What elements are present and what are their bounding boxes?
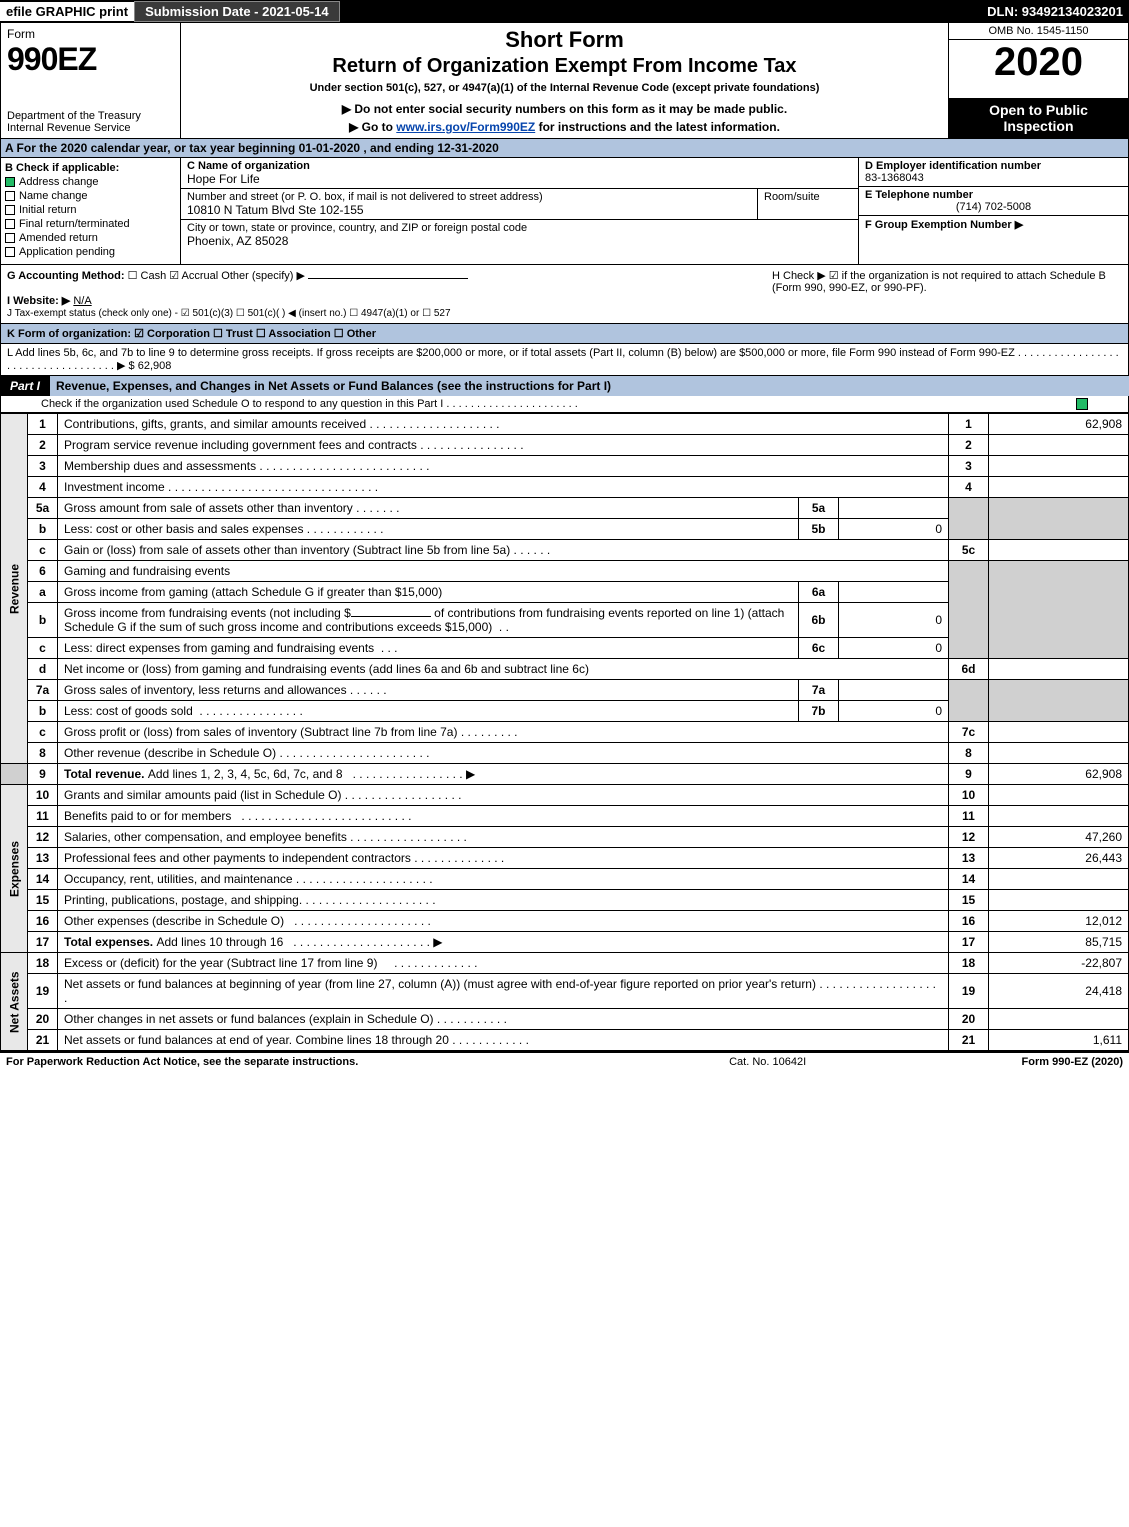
submission-date: Submission Date - 2021-05-14 — [134, 1, 340, 22]
open-to-public: Open to Public Inspection — [949, 98, 1128, 138]
dln-label: DLN: 93492134023201 — [981, 2, 1129, 21]
chk-final-return[interactable] — [5, 219, 15, 229]
d-ein-value: 83-1368043 — [865, 172, 924, 184]
line-13-value: 26,443 — [989, 848, 1129, 869]
tax-year-bar: A For the 2020 calendar year, or tax yea… — [0, 139, 1129, 158]
title-goto: ▶ Go to www.irs.gov/Form990EZ for instru… — [189, 120, 940, 134]
box-c: C Name of organization Hope For Life Num… — [181, 158, 858, 264]
chk-address-change[interactable] — [5, 177, 15, 187]
side-label-revenue: Revenue — [1, 414, 28, 764]
g-accounting-opts: ☐ Cash ☑ Accrual Other (specify) ▶ — [128, 270, 305, 282]
box-b-label: B Check if applicable: — [5, 162, 176, 174]
line-10-value — [989, 785, 1129, 806]
org-name: Hope For Life — [187, 172, 260, 186]
line-6c-value: 0 — [839, 638, 949, 659]
chk-amended-return[interactable] — [5, 233, 15, 243]
row-g-h: G Accounting Method: ☐ Cash ☑ Accrual Ot… — [0, 265, 1129, 324]
i-website-value: N/A — [73, 295, 91, 307]
line-19-value: 24,418 — [989, 974, 1129, 1009]
line-16-value: 12,012 — [989, 911, 1129, 932]
line-20-value — [989, 1009, 1129, 1030]
line-6b-value: 0 — [839, 603, 949, 638]
row-l: L Add lines 5b, 6c, and 7b to line 9 to … — [0, 344, 1129, 376]
line-12-value: 47,260 — [989, 827, 1129, 848]
entity-info-block: B Check if applicable: Address change Na… — [0, 158, 1129, 265]
line-11-value — [989, 806, 1129, 827]
title-short-form: Short Form — [189, 27, 940, 53]
line-9-value: 62,908 — [989, 764, 1129, 785]
d-ein-label: D Employer identification number — [865, 160, 1041, 172]
page-footer: For Paperwork Reduction Act Notice, see … — [0, 1051, 1129, 1071]
department-label: Department of the Treasury Internal Reve… — [7, 110, 174, 134]
line-5a-value — [839, 498, 949, 519]
line-18-value: -22,807 — [989, 953, 1129, 974]
line-1-value: 62,908 — [989, 414, 1129, 435]
irs-link[interactable]: www.irs.gov/Form990EZ — [396, 120, 535, 134]
footer-paperwork: For Paperwork Reduction Act Notice, see … — [6, 1056, 514, 1068]
line-2-value — [989, 435, 1129, 456]
part-1-label: Part I — [0, 376, 50, 396]
form-number: 990EZ — [7, 41, 174, 78]
schedule-o-checkbox[interactable] — [1076, 398, 1088, 410]
box-def: D Employer identification number 83-1368… — [858, 158, 1128, 264]
i-website-label: I Website: ▶ — [7, 295, 70, 307]
line-4-value — [989, 477, 1129, 498]
address-value: 10810 N Tatum Blvd Ste 102-155 — [187, 203, 364, 217]
top-bar: efile GRAPHIC print Submission Date - 20… — [0, 0, 1129, 22]
line-7c-value — [989, 722, 1129, 743]
line-17-value: 85,715 — [989, 932, 1129, 953]
room-suite-label: Room/suite — [758, 189, 858, 219]
part-1-header: Part I Revenue, Expenses, and Changes in… — [0, 376, 1129, 396]
side-label-net-assets: Net Assets — [1, 953, 28, 1051]
part-1-table: Revenue 1 Contributions, gifts, grants, … — [0, 413, 1129, 1051]
line-5c-value — [989, 540, 1129, 561]
line-14-value — [989, 869, 1129, 890]
footer-cat-no: Cat. No. 10642I — [514, 1056, 1022, 1068]
line-21-value: 1,611 — [989, 1030, 1129, 1051]
form-word: Form — [7, 27, 174, 41]
c-name-label: C Name of organization — [187, 160, 310, 172]
line-7b-value: 0 — [839, 701, 949, 722]
j-tax-exempt: J Tax-exempt status (check only one) - ☑… — [7, 308, 451, 319]
e-phone-value: (714) 702-5008 — [865, 201, 1122, 213]
chk-name-change[interactable] — [5, 191, 15, 201]
e-phone-label: E Telephone number — [865, 189, 973, 201]
title-return: Return of Organization Exempt From Incom… — [189, 55, 940, 78]
line-8-value — [989, 743, 1129, 764]
footer-form-no: Form 990-EZ (2020) — [1022, 1056, 1123, 1068]
g-accounting-label: G Accounting Method: — [7, 270, 125, 282]
form-header: Form 990EZ Department of the Treasury In… — [0, 22, 1129, 139]
part-1-title: Revenue, Expenses, and Changes in Net As… — [50, 376, 1129, 396]
line-3-value — [989, 456, 1129, 477]
title-under-section: Under section 501(c), 527, or 4947(a)(1)… — [189, 82, 940, 94]
chk-application-pending[interactable] — [5, 247, 15, 257]
line-7a-value — [839, 680, 949, 701]
box-b: B Check if applicable: Address change Na… — [1, 158, 181, 264]
side-label-expenses: Expenses — [1, 785, 28, 953]
gross-receipts-value: $ 62,908 — [129, 360, 172, 372]
tax-year: 2020 — [949, 40, 1128, 98]
header-left: Form 990EZ Department of the Treasury In… — [1, 23, 181, 138]
header-middle: Short Form Return of Organization Exempt… — [181, 23, 948, 138]
f-group-exemption-label: F Group Exemption Number ▶ — [865, 219, 1023, 231]
row-k: K Form of organization: ☑ Corporation ☐ … — [0, 324, 1129, 344]
h-schedule-b: H Check ▶ ☑ if the organization is not r… — [772, 269, 1122, 319]
city-label: City or town, state or province, country… — [187, 222, 527, 234]
omb-number: OMB No. 1545-1150 — [949, 23, 1128, 40]
line-5b-value: 0 — [839, 519, 949, 540]
header-right: OMB No. 1545-1150 2020 Open to Public In… — [948, 23, 1128, 138]
line-15-value — [989, 890, 1129, 911]
efile-print-label[interactable]: efile GRAPHIC print — [0, 2, 134, 21]
line-6d-value — [989, 659, 1129, 680]
part-1-schedule-o-check: Check if the organization used Schedule … — [0, 396, 1129, 413]
chk-initial-return[interactable] — [5, 205, 15, 215]
line-6a-value — [839, 582, 949, 603]
city-value: Phoenix, AZ 85028 — [187, 234, 288, 248]
address-label: Number and street (or P. O. box, if mail… — [187, 191, 543, 203]
title-ssn-warning: ▶ Do not enter social security numbers o… — [189, 102, 940, 116]
